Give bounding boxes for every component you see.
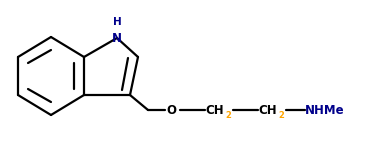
Text: H: H xyxy=(113,17,122,27)
Text: N: N xyxy=(112,32,122,45)
Text: CH: CH xyxy=(205,103,224,116)
Text: 2: 2 xyxy=(225,110,231,119)
Text: O: O xyxy=(166,103,176,116)
Text: 2: 2 xyxy=(278,110,284,119)
Text: CH: CH xyxy=(258,103,277,116)
Text: NHMe: NHMe xyxy=(305,103,345,116)
